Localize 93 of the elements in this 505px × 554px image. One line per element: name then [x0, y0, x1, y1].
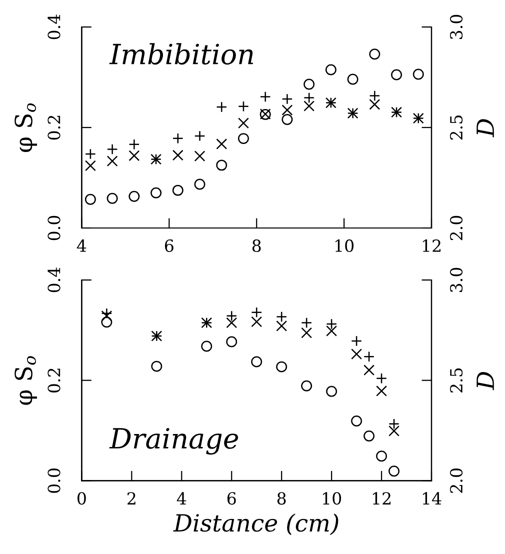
point	[282, 104, 293, 116]
point	[251, 316, 262, 328]
x-tick-label: 6	[164, 239, 174, 252]
point	[282, 114, 293, 125]
point	[151, 360, 162, 372]
y2-tick-label: 2.0	[450, 216, 463, 240]
point	[84, 148, 96, 160]
point	[301, 317, 312, 328]
x-tick-label: 10	[335, 239, 354, 252]
point	[276, 320, 288, 332]
point	[364, 351, 375, 362]
point	[226, 317, 238, 328]
x-tick-label: 0	[77, 492, 86, 505]
point	[369, 48, 380, 60]
x-tick-label: 10	[322, 492, 342, 505]
point	[391, 69, 402, 80]
point	[194, 150, 206, 162]
point	[369, 98, 380, 110]
x-axis-title: Distance (cm)	[173, 513, 338, 536]
point	[351, 348, 362, 360]
y2-tick-label: 2.0	[450, 468, 463, 493]
point	[194, 178, 206, 190]
y-tick-label: 0.0	[48, 468, 60, 493]
point	[388, 466, 400, 477]
point	[388, 425, 400, 436]
point	[251, 306, 262, 318]
point	[150, 187, 162, 198]
point	[282, 93, 293, 104]
point	[194, 130, 206, 142]
point	[251, 356, 262, 368]
y2-tick-label: 3.0	[450, 14, 463, 39]
point	[238, 133, 249, 144]
x-tick-label: 6	[227, 492, 236, 505]
point	[326, 386, 338, 397]
y2-tick-label: 3.0	[450, 268, 463, 292]
point	[216, 138, 228, 150]
x-tick-label: 12	[372, 492, 390, 504]
annotation: Imbibition	[109, 43, 254, 65]
point	[325, 64, 336, 76]
point	[276, 361, 288, 372]
point	[226, 336, 238, 348]
point	[304, 78, 315, 90]
y-tick-label: 0.2	[48, 368, 60, 393]
point	[84, 160, 96, 172]
point	[172, 132, 184, 144]
point	[351, 336, 362, 346]
point	[238, 100, 249, 112]
x-tick-label: 8	[252, 239, 261, 252]
point	[326, 325, 338, 336]
point	[351, 416, 362, 426]
point	[301, 327, 312, 338]
point	[101, 316, 112, 328]
point	[376, 372, 388, 384]
point	[106, 156, 118, 167]
point	[412, 68, 424, 80]
y2-axis-title: D	[476, 372, 494, 390]
y-tick-label: 0.4	[48, 14, 60, 40]
y2-axis-title: D	[476, 119, 494, 138]
y2-tick-label: 2.5	[450, 368, 463, 392]
point	[364, 430, 375, 442]
x-tick-label: 14	[422, 492, 442, 504]
point	[172, 150, 184, 161]
y-axis-title: φ S$_{o}$	[14, 356, 38, 405]
y2-tick-label: 2.5	[450, 116, 463, 140]
point	[347, 74, 358, 85]
point	[201, 340, 212, 352]
point	[128, 190, 140, 202]
point	[128, 150, 140, 162]
point	[364, 364, 375, 376]
point	[326, 318, 338, 330]
point	[276, 311, 288, 322]
point	[172, 184, 184, 196]
x-tick-label: 2	[128, 492, 136, 504]
annotation: Drainage	[109, 428, 238, 455]
point	[376, 386, 388, 396]
x-tick-label: 4	[176, 492, 186, 504]
point	[238, 118, 249, 129]
point	[388, 418, 400, 430]
y-axis-title: φ S$_{o}$	[14, 103, 38, 152]
point	[304, 100, 315, 112]
point	[216, 102, 228, 112]
point	[301, 380, 312, 392]
point	[84, 194, 96, 205]
x-tick-label: 8	[277, 492, 286, 505]
y-tick-label: 0.0	[48, 216, 60, 240]
y-tick-label: 0.2	[48, 116, 60, 140]
point	[216, 160, 228, 171]
x-tick-label: 12	[422, 239, 440, 252]
point	[376, 450, 388, 462]
x-tick-label: 4	[76, 239, 86, 252]
point	[106, 192, 118, 204]
y-tick-label: 0.4	[48, 268, 60, 292]
point	[304, 92, 315, 104]
